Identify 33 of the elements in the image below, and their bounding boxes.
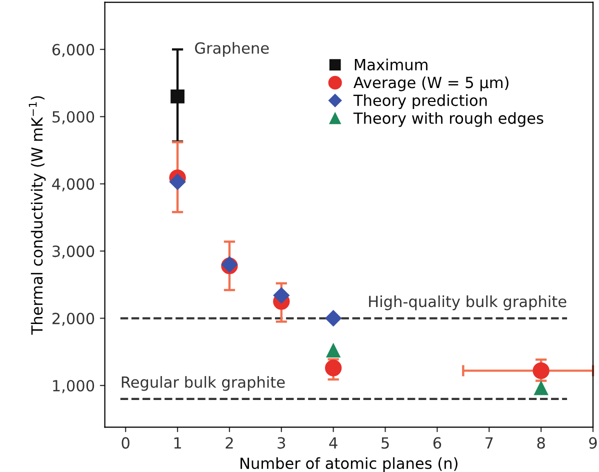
point [326, 344, 340, 358]
x-tick-label: 8 [537, 437, 545, 449]
y-tick-label: 1,000 [53, 380, 94, 394]
point [532, 362, 550, 380]
y-axis-title: Thermal conductivity (W mK$^{−1}$) [28, 96, 46, 335]
legend-label: Average (W = 5 µm) [354, 76, 508, 92]
point [169, 174, 186, 190]
point [170, 90, 184, 104]
x-tick-label: 1 [174, 437, 181, 448]
ref-line-label: High-quality bulk graphite [369, 295, 566, 310]
x-tick-label: 6 [433, 437, 442, 449]
x-tick-label: 5 [382, 437, 389, 449]
y-tick-label: 6,000 [52, 44, 94, 57]
y-tick-label: 3,000 [52, 246, 94, 259]
x-tick-label: 2 [226, 437, 233, 448]
x-tick-label: 7 [486, 437, 493, 448]
x-tick-label: 4 [329, 437, 338, 448]
legend-label: Theory with rough edges [353, 112, 544, 127]
point [325, 310, 342, 326]
y-tick-label: 5,000 [52, 111, 94, 124]
y-tick-label: 4,000 [52, 178, 94, 192]
point [534, 381, 548, 396]
legend-label: Maximum [354, 58, 428, 70]
legend-label: Theory prediction [353, 94, 487, 110]
x-axis-title: Number of atomic planes (n) [240, 457, 458, 472]
x-tick-label: 3 [278, 437, 286, 449]
x-tick-label: 9 [589, 437, 597, 449]
y-tick-label: 2,000 [52, 312, 94, 326]
point [325, 360, 342, 376]
ref-line-label: Regular bulk graphite [122, 376, 285, 391]
annotation: Graphene [195, 42, 269, 57]
x-tick-label: 0 [122, 437, 130, 449]
point [273, 287, 290, 304]
